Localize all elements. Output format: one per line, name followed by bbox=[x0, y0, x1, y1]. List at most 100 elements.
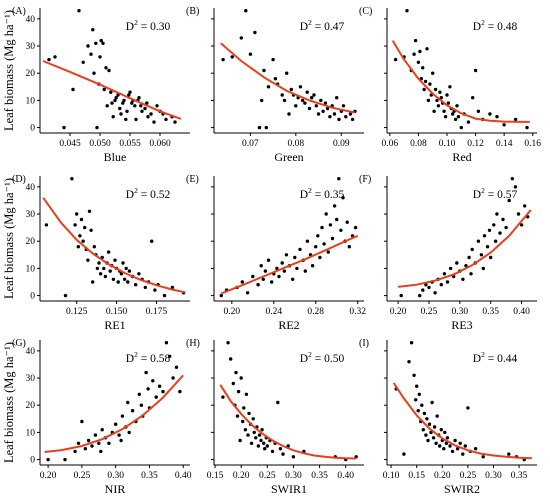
data-point bbox=[341, 104, 346, 108]
data-point bbox=[260, 98, 264, 103]
data-point bbox=[105, 104, 109, 108]
x-tick-label: 0.40 bbox=[337, 471, 354, 481]
data-point bbox=[93, 433, 98, 437]
data-point bbox=[422, 411, 427, 416]
x-tick-label: 0.07 bbox=[242, 139, 259, 149]
data-point bbox=[95, 125, 99, 130]
data-point bbox=[173, 120, 177, 124]
fit-curve bbox=[391, 40, 530, 123]
data-point bbox=[285, 71, 289, 75]
data-point bbox=[240, 280, 244, 284]
data-point bbox=[73, 449, 77, 454]
y-tick-label: 20 bbox=[26, 237, 36, 247]
data-point bbox=[485, 245, 490, 249]
data-point bbox=[446, 101, 451, 105]
data-point bbox=[466, 120, 471, 124]
data-point bbox=[120, 414, 125, 418]
y-tick-label: 30 bbox=[26, 42, 36, 52]
data-point bbox=[170, 285, 175, 290]
fit-curve bbox=[397, 209, 532, 288]
data-point bbox=[77, 9, 81, 13]
data-point bbox=[63, 293, 68, 298]
data-point bbox=[95, 266, 100, 271]
panel-g: (G) 0.20 0.25 0.30 0.35 0.40 0 10 20 30 40 NIR Leaf … bbox=[2, 338, 192, 496]
panel-letter: (A) bbox=[12, 6, 26, 17]
data-point bbox=[459, 125, 463, 130]
data-point bbox=[507, 452, 511, 456]
data-point bbox=[139, 104, 143, 108]
data-point bbox=[423, 79, 428, 84]
data-point bbox=[470, 247, 474, 252]
panel-f: (F) 0.20 0.25 0.30 0.35 0.40 RE3 D2 = 0.57 bbox=[359, 174, 537, 332]
data-point bbox=[407, 360, 411, 364]
y-tick-label: 10 bbox=[26, 96, 36, 106]
y-tick-label: 40 bbox=[26, 183, 36, 193]
data-point bbox=[495, 212, 499, 216]
data-point bbox=[106, 250, 111, 254]
data-point bbox=[436, 104, 441, 108]
stat-label: D2 = 0.47 bbox=[300, 18, 345, 33]
panel-letter: (C) bbox=[359, 6, 372, 17]
data-point bbox=[221, 57, 225, 62]
data-point bbox=[62, 125, 66, 130]
data-point bbox=[328, 223, 333, 227]
data-point bbox=[86, 438, 91, 443]
data-point bbox=[476, 109, 481, 114]
x-axis-title: Red bbox=[452, 150, 471, 164]
x-tick-label: 0.20 bbox=[40, 471, 57, 481]
panel-letter: (B) bbox=[186, 6, 199, 17]
data-point bbox=[413, 38, 418, 43]
data-point bbox=[455, 447, 460, 451]
y-tick-label: 20 bbox=[26, 401, 36, 411]
data-point bbox=[89, 52, 93, 56]
data-point bbox=[259, 438, 263, 443]
data-point bbox=[481, 266, 485, 271]
data-point bbox=[412, 52, 416, 56]
data-point bbox=[293, 255, 297, 260]
data-point bbox=[300, 98, 305, 103]
data-point bbox=[162, 293, 167, 298]
data-point bbox=[229, 357, 233, 361]
data-point bbox=[323, 101, 328, 105]
data-point bbox=[434, 441, 438, 445]
panel-letter: (D) bbox=[12, 174, 26, 185]
data-point bbox=[482, 234, 487, 238]
data-point bbox=[247, 411, 251, 416]
x-axis-title: SWIR1 bbox=[271, 482, 307, 496]
data-point bbox=[326, 250, 330, 254]
data-point bbox=[418, 49, 422, 54]
data-point bbox=[149, 112, 153, 116]
data-point bbox=[312, 93, 316, 97]
data-point bbox=[276, 400, 280, 405]
data-point bbox=[347, 245, 351, 249]
data-point bbox=[122, 98, 126, 103]
data-point bbox=[318, 255, 322, 260]
data-point bbox=[443, 430, 447, 435]
data-point bbox=[117, 433, 121, 437]
data-point bbox=[450, 449, 455, 454]
data-point bbox=[337, 117, 341, 122]
data-point bbox=[127, 269, 132, 273]
data-point bbox=[435, 98, 439, 103]
panel-letter: (F) bbox=[359, 174, 371, 185]
data-point bbox=[144, 370, 148, 375]
data-point bbox=[469, 272, 473, 276]
data-point bbox=[266, 258, 271, 262]
data-point bbox=[305, 90, 309, 94]
data-point bbox=[476, 239, 481, 243]
data-point bbox=[130, 409, 135, 413]
data-point bbox=[113, 98, 117, 103]
data-point bbox=[473, 447, 478, 451]
data-point bbox=[310, 96, 314, 100]
data-point bbox=[439, 428, 443, 432]
x-tick-label: 0.24 bbox=[265, 307, 282, 317]
data-point bbox=[281, 452, 285, 456]
data-point bbox=[471, 96, 475, 100]
data-point bbox=[103, 274, 108, 279]
data-point bbox=[164, 117, 168, 122]
data-point bbox=[438, 444, 442, 448]
data-point bbox=[422, 87, 426, 92]
data-point bbox=[251, 274, 255, 279]
data-point bbox=[416, 60, 421, 64]
data-point bbox=[221, 395, 225, 399]
